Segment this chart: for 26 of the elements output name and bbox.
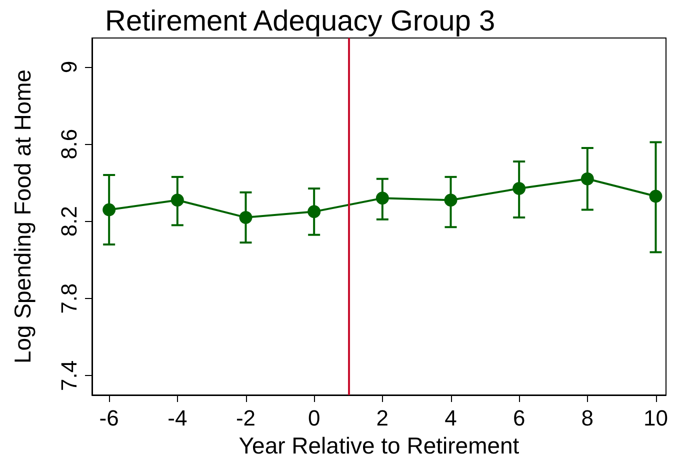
point (239, 210, 252, 224)
y-tick-label: 9 (56, 60, 82, 74)
x-tick-label: 6 (512, 406, 526, 430)
x-tick-label: 4 (444, 406, 457, 430)
y-tick-label: 8.2 (56, 206, 82, 237)
x-tick-label: -2 (236, 406, 256, 430)
point (580, 172, 594, 186)
x-tick-label: -6 (99, 406, 119, 430)
point (444, 194, 458, 207)
x-tick-label: 10 (644, 406, 668, 430)
x-tick-label: 2 (376, 406, 389, 430)
y-tick-label: 8.6 (56, 128, 82, 160)
x-tick-label: 8 (581, 406, 594, 430)
point (649, 190, 662, 203)
chart-title: Retirement Adequacy Group 3 (105, 6, 496, 38)
point (308, 205, 321, 218)
point (102, 203, 116, 216)
y-axis-title: Log Spending Food at Home (10, 69, 36, 364)
point (376, 192, 389, 205)
y-tick-label: 7.8 (56, 283, 82, 314)
x-tick-label: -4 (168, 406, 188, 430)
x-tick-label: 0 (308, 406, 320, 430)
point (170, 194, 184, 207)
y-tick-label: 7.4 (56, 360, 82, 391)
x-axis-title: Year Relative to Retirement (238, 432, 520, 458)
point (512, 182, 526, 196)
